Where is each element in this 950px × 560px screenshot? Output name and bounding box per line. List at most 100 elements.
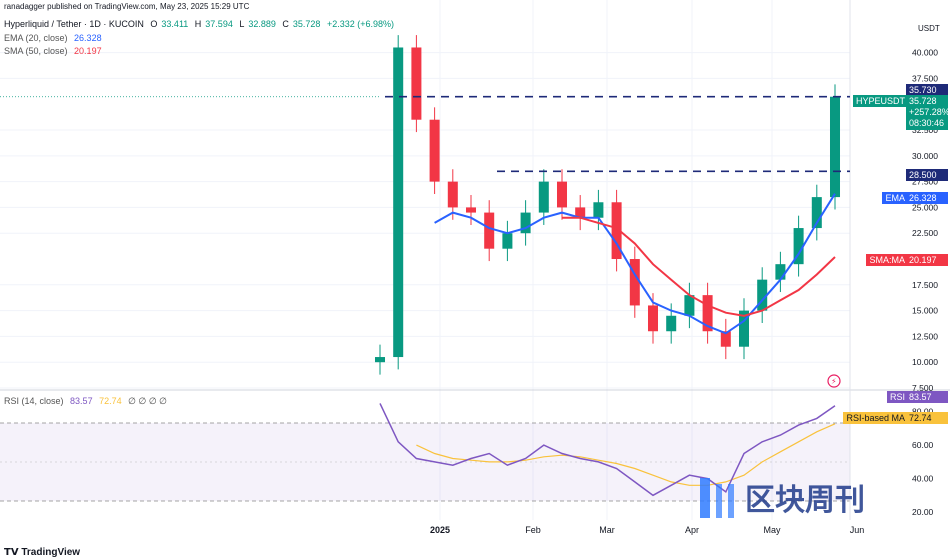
- price-tick-0: 40.000: [912, 48, 938, 58]
- resistance-high-tag: 35.730: [906, 84, 948, 96]
- alert-bolt: ⚡: [831, 377, 837, 386]
- time-label-2: Mar: [599, 525, 615, 535]
- ema-legend[interactable]: EMA (20, close) 26.328: [4, 33, 102, 43]
- price-tick-5: 25.000: [912, 202, 938, 212]
- candle-0: [374, 357, 386, 363]
- last-price: 35.728: [909, 96, 937, 106]
- rsi-legend-value: 83.57: [70, 396, 93, 406]
- price-tick-8: 15.000: [912, 306, 938, 316]
- symbol-tag: HYPEUSDT: [852, 95, 908, 107]
- rsi-axis: 80.00 60.00 40.00 20.00: [912, 407, 934, 517]
- price-tick-10: 10.000: [912, 357, 938, 367]
- sma-axis-label: SMA:MA: [866, 254, 908, 266]
- candle-16: [666, 315, 677, 332]
- price-tick-11: 7.500: [912, 383, 934, 393]
- candle-11: [575, 207, 586, 218]
- ohlc-open: 33.411: [161, 19, 189, 29]
- tradingview-brand[interactable]: 𝗧𝗩 TradingView: [4, 547, 81, 558]
- candle-15: [647, 305, 659, 332]
- ema-line: [434, 193, 836, 335]
- candle-18: [702, 295, 713, 332]
- published-by: ranadagger published on TradingView.com,…: [4, 2, 250, 11]
- rsi-tick-1: 60.00: [912, 440, 934, 450]
- rsi-line: [379, 403, 836, 497]
- ohlc-high: 37.594: [205, 19, 233, 29]
- alert-icon: ⚡: [827, 374, 841, 388]
- candles: [374, 35, 841, 375]
- rsi-ma-legend-value: 72.74: [99, 396, 122, 406]
- rsi-axis-value: 83.57: [906, 391, 948, 403]
- rsi-lines: [379, 403, 836, 497]
- last-price-tag: 35.728 +257.28% 08:30:46: [906, 95, 950, 130]
- price-tick-3: 30.000: [912, 151, 938, 161]
- time-label-4: May: [763, 525, 781, 535]
- time-label-0: 2025: [430, 525, 450, 535]
- ohlc-close: 35.728: [292, 19, 321, 29]
- price-axis-unit: USDT: [918, 24, 940, 33]
- candle-5: [465, 207, 477, 213]
- ema-legend-value: 26.328: [74, 33, 102, 43]
- candle-10: [556, 181, 568, 208]
- rsi-legend[interactable]: RSI (14, close) 83.57 72.74 ∅ ∅ ∅ ∅: [4, 396, 168, 406]
- rsi-tick-0: 80.00: [912, 407, 934, 417]
- ema-axis-label: EMA: [882, 192, 908, 204]
- change-pct: +257.28%: [909, 107, 950, 117]
- watermark-logo: 区块周刊: [700, 478, 865, 518]
- watermark-bar-2: [716, 484, 722, 518]
- chart-grid: [0, 0, 850, 520]
- candle-24: [811, 197, 822, 229]
- symbol-info[interactable]: Hyperliquid / Tether · 1D · KUCOIN O 33.4…: [4, 19, 395, 29]
- ema-axis-value: 26.328: [906, 192, 948, 204]
- candle-21: [757, 279, 768, 311]
- price-tick-4: 27.500: [912, 177, 938, 187]
- candle-7: [502, 233, 513, 249]
- time-label-3: Apr: [685, 525, 699, 535]
- tradingview-logo-icon: 𝗧𝗩: [4, 547, 22, 558]
- rsi-ma-axis-label: RSI-based MA: [843, 412, 908, 424]
- rsi-ma-axis-value: 72.74: [906, 412, 948, 424]
- time-label-5: Jun: [850, 525, 865, 535]
- candle-3: [429, 119, 440, 182]
- price-tick-9: 12.500: [912, 331, 938, 341]
- resistance-lines: [0, 95, 850, 173]
- alert-ring: [827, 374, 841, 388]
- candle-8: [520, 212, 531, 234]
- candle-6: [484, 212, 495, 249]
- candle-17: [684, 295, 695, 316]
- time-label-1: Feb: [525, 525, 541, 535]
- candle-25: [829, 96, 841, 198]
- candle-23: [793, 228, 804, 265]
- candle-2: [411, 47, 422, 120]
- candle-20: [738, 310, 750, 347]
- sma-legend[interactable]: SMA (50, close) 20.197: [4, 46, 102, 56]
- sma-legend-value: 20.197: [74, 46, 102, 56]
- time-axis: 2025 Feb Mar Apr May Jun: [430, 525, 864, 535]
- symbol-line: Hyperliquid / Tether · 1D · KUCOIN: [4, 19, 144, 29]
- rsi-ma-line: [416, 423, 836, 486]
- moving-averages: [434, 193, 836, 335]
- price-tick-7: 17.500: [912, 280, 938, 290]
- countdown: 08:30:46: [909, 118, 945, 128]
- candle-1: [393, 47, 404, 358]
- ohlc-low: 32.889: [248, 19, 276, 29]
- watermark-bar-3: [728, 484, 734, 518]
- candle-13: [611, 202, 622, 260]
- candle-22: [775, 264, 786, 280]
- candle-9: [538, 181, 549, 213]
- price-axis: USDT 40.000 37.500 32.500 30.000 27.500 25.000…: [912, 24, 940, 393]
- watermark-text: 区块周刊: [745, 483, 865, 518]
- resistance-low-tag: 28.500: [906, 169, 948, 181]
- price-tick-6: 22.500: [912, 228, 938, 238]
- watermark-bar-1: [700, 478, 710, 518]
- candle-12: [593, 202, 604, 218]
- price-tick-1: 37.500: [912, 73, 938, 83]
- candle-19: [720, 331, 731, 347]
- sma-line: [562, 216, 836, 317]
- candle-4: [447, 181, 458, 208]
- ohlc-change: +2.332 (+6.98%): [326, 19, 395, 29]
- rsi-tick-3: 20.00: [912, 507, 934, 517]
- rsi-tick-2: 40.00: [912, 474, 934, 484]
- candle-14: [629, 259, 640, 306]
- sma-axis-value: 20.197: [906, 254, 948, 266]
